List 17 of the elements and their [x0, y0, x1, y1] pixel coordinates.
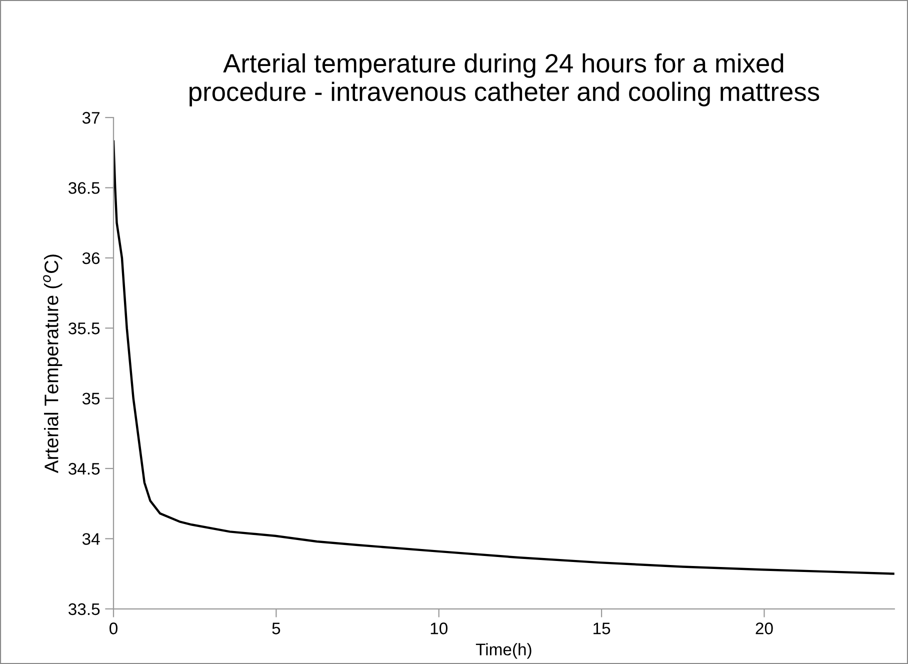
y-tick-label: 35 [82, 392, 100, 405]
x-tick-label: 5 [272, 622, 280, 634]
y-tick-label: 34 [82, 533, 100, 545]
y-tick-label: 33.5 [68, 603, 100, 616]
x-tick-label: 20 [756, 622, 773, 634]
chart-title: Arterial temperature during 24 hours for a mixed procedure - intravenous catheter and cooling mattress [190, 53, 820, 106]
y-tick-label: 37 [82, 112, 100, 124]
y-axis-title: Arterial Temperature ($^{o}$C) [43, 254, 62, 474]
x-tick-label: 10 [430, 622, 448, 634]
y-tick-label: 36.5 [68, 182, 100, 194]
y-tick-label: 34.5 [68, 462, 100, 475]
x-tick-label: 15 [594, 622, 610, 634]
x-tick-label: 0 [110, 622, 118, 634]
x-axis-title: Time(h) [476, 643, 532, 659]
y-tick-label: 36 [82, 252, 100, 264]
line-series [114, 140, 894, 575]
y-tick-label: 35.5 [68, 322, 100, 334]
